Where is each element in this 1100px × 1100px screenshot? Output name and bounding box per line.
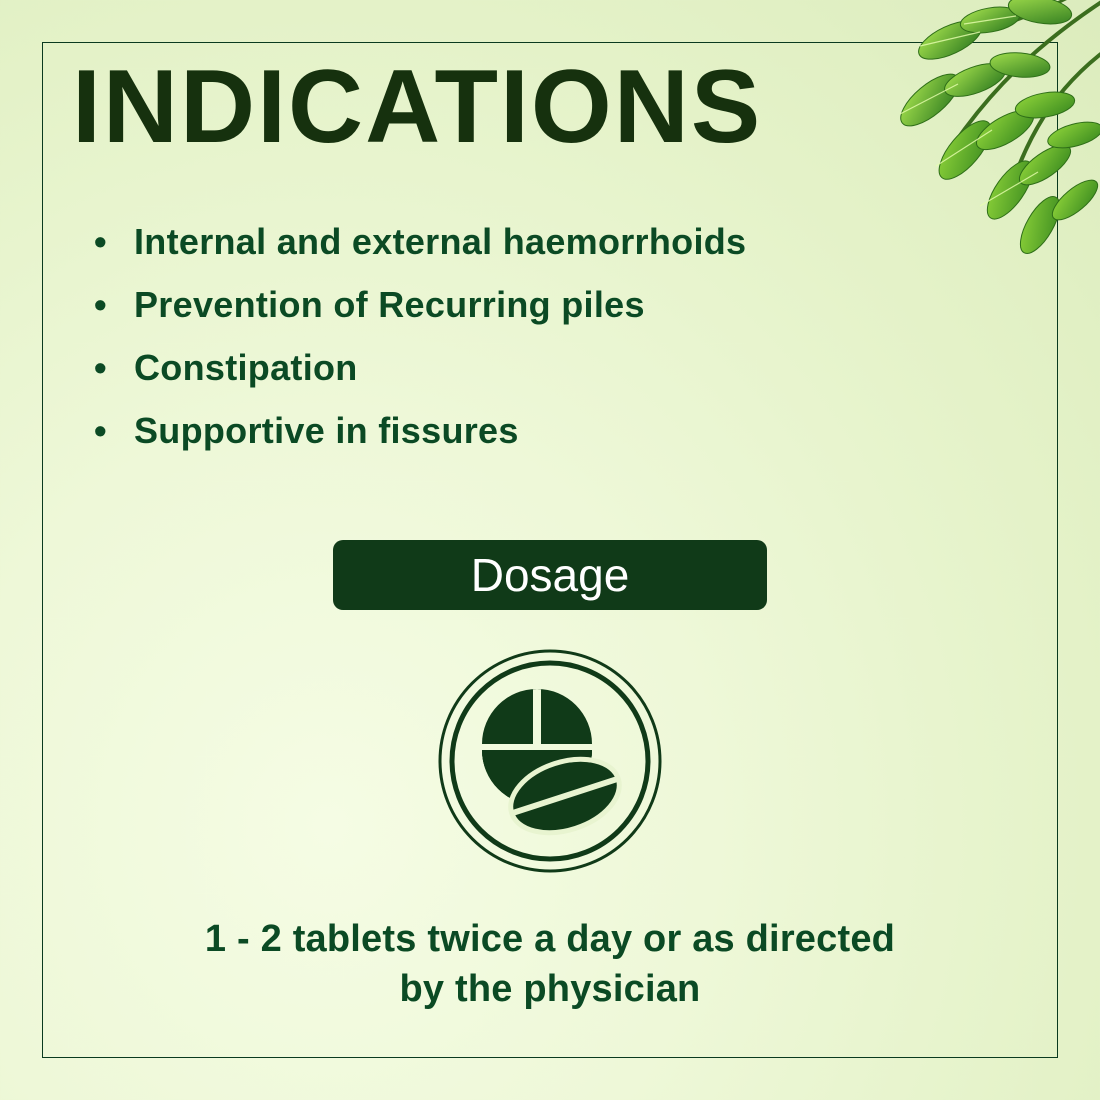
dosage-line: 1 - 2 tablets twice a day or as directed: [205, 918, 895, 960]
indications-list: Internal and external haemorrhoids Preve…: [100, 210, 746, 462]
list-item: Supportive in fissures: [100, 399, 746, 462]
dosage-line: by the physician: [400, 968, 701, 1010]
dosage-label: Dosage: [471, 548, 630, 602]
list-item: Internal and external haemorrhoids: [100, 210, 746, 273]
list-item: Constipation: [100, 336, 746, 399]
list-item: Prevention of Recurring piles: [100, 273, 746, 336]
tablets-icon: [437, 648, 663, 874]
dosage-chip: Dosage: [333, 540, 767, 610]
dosage-text: 1 - 2 tablets twice a day or as directed…: [0, 914, 1100, 1014]
page-title: INDICATIONS: [72, 48, 762, 167]
